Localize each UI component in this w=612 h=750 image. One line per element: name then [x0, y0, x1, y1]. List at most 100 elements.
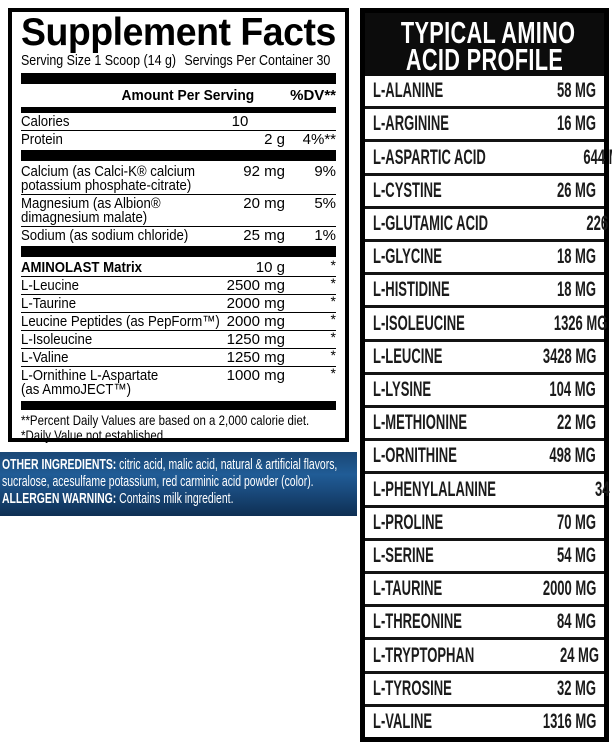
amino-name: L-TAURINE — [373, 577, 443, 601]
fact-label: Protein — [21, 130, 63, 148]
fact-dv: * — [330, 310, 336, 327]
fact-row-magnesium: Magnesium (as Albion® dimagnesium malate… — [21, 194, 336, 226]
amino-name: L-TRYPTOPHAN — [373, 643, 475, 667]
footnote-daily-values: **Percent Daily Values are based on a 2,… — [21, 412, 310, 428]
servings-per-container: Servings Per Container 30 — [184, 52, 331, 69]
amino-row-glycine: L-GLYCINE 18 MG — [365, 239, 604, 272]
allergen-warning-line: ALLERGEN WARNING: Contains milk ingredie… — [2, 491, 357, 508]
fact-amount: 20 mg — [243, 194, 285, 212]
fact-amount: 1250 mg — [226, 330, 285, 348]
other-ingredients-text2: sucralose, acesulfame potassium, red car… — [2, 474, 314, 490]
other-ingredients-box: OTHER INGREDIENTS: citric acid, malic ac… — [0, 452, 357, 516]
fact-amount: 2000 mg — [226, 312, 285, 330]
fact-label-line2: potassium phosphate-citrate) — [21, 176, 192, 194]
fact-amount: 1250 mg — [226, 348, 285, 366]
amino-row-tyrosine: L-TYROSINE 32 MG — [365, 670, 604, 704]
fact-dv: * — [330, 346, 336, 363]
allergen-warning-text: Contains milk ingredient. — [116, 491, 234, 507]
amino-amount: 32 MG — [556, 676, 596, 700]
amino-row-methionine: L-METHIONINE 22 MG — [365, 405, 604, 438]
amino-amount: 1326 MG — [554, 311, 608, 335]
allergen-warning-label: ALLERGEN WARNING: — [2, 491, 117, 507]
amino-row-threonine: L-THREONINE 84 MG — [365, 604, 604, 637]
fact-label-line2: (as AmmoJECT™) — [21, 380, 132, 398]
other-ingredients-line2: sucralose, acesulfame potassium, red car… — [2, 474, 357, 491]
fact-label: Calcium (as Calci-K® calcium — [21, 162, 196, 180]
amino-name: L-ALANINE — [373, 79, 444, 103]
fact-label: L-Isoleucine — [21, 330, 93, 348]
amino-name: L-VALINE — [373, 709, 433, 733]
fact-amount: 10 g — [255, 258, 285, 276]
column-headers: Amount Per Serving %DV** — [21, 88, 336, 104]
fact-dv: * — [330, 274, 336, 291]
fact-label-line2: dimagnesium malate) — [21, 208, 148, 226]
fact-dv: 4%** — [302, 130, 336, 148]
fact-label: L-Leucine — [21, 276, 79, 294]
amino-row-isoleucine: L-ISOLEUCINE 1326 MG — [365, 305, 608, 338]
amino-name: L-LYSINE — [373, 377, 432, 401]
fact-amount: 2000 mg — [226, 294, 285, 312]
fact-row-protein: Protein 2 g 4%** — [21, 130, 336, 148]
amino-name: L-CYSTINE — [373, 178, 442, 202]
fact-amount: 25 mg — [243, 226, 285, 244]
amino-name: L-SERINE — [373, 543, 434, 567]
amino-amount: 34 MG — [595, 477, 612, 501]
fact-dv: * — [330, 328, 336, 345]
fact-row-calcium: Calcium (as Calci-K® calcium potassium p… — [21, 163, 336, 194]
fact-dv: * — [330, 292, 336, 309]
amino-profile-title-line2: ACID PROFILE — [405, 41, 564, 77]
amino-amount: 24 MG — [560, 643, 600, 667]
daily-value-header: %DV** — [290, 87, 336, 104]
footnote-dv-not-established: *Daily Value not established. — [21, 427, 167, 443]
divider-bar — [21, 401, 336, 410]
amino-row-alanine: L-ALANINE 58 MG — [365, 76, 604, 106]
amino-amount: 18 MG — [556, 278, 596, 302]
amino-name: L-HISTIDINE — [373, 278, 450, 302]
amino-amount: 104 MG — [549, 377, 596, 401]
amino-amount: 26 MG — [556, 178, 596, 202]
amino-row-aspartic-acid: L-ASPARTIC ACID 644 MG — [365, 139, 612, 172]
fact-dv: * — [330, 256, 336, 273]
footnotes: **Percent Daily Values are based on a 2,… — [21, 413, 336, 443]
fact-label: Magnesium (as Albion® — [21, 194, 161, 212]
supplement-facts-title: Supplement Facts — [21, 11, 336, 54]
divider-bar — [21, 107, 336, 113]
amino-name: L-LEUCINE — [373, 344, 443, 368]
supplement-facts-title-text: Supplement Facts — [21, 11, 336, 54]
amino-amount: 498 MG — [549, 444, 596, 468]
amino-row-serine: L-SERINE 54 MG — [365, 537, 604, 571]
fact-amount: 10 — [231, 112, 249, 130]
amino-amount: 2000 MG — [542, 577, 596, 601]
other-ingredients-label: OTHER INGREDIENTS: — [2, 457, 117, 473]
amino-amount: 3428 MG — [542, 344, 596, 368]
amino-name: L-ISOLEUCINE — [373, 311, 465, 335]
amino-amount: 1316 MG — [542, 709, 596, 733]
amino-name: L-ORNITHINE — [373, 444, 457, 468]
amino-row-proline: L-PROLINE 70 MG — [365, 504, 604, 538]
amino-row-ornithine: L-ORNITHINE 498 MG — [365, 438, 604, 471]
amino-amount: 644 MG — [583, 145, 612, 169]
amino-profile-title-line1: TYPICAL AMINO — [400, 14, 576, 50]
amino-row-lysine: L-LYSINE 104 MG — [365, 371, 604, 405]
amino-row-valine: L-VALINE 1316 MG — [365, 703, 604, 737]
amino-profile-header: TYPICAL AMINO ACID PROFILE — [365, 13, 604, 76]
amino-name: L-ASPARTIC ACID — [373, 145, 486, 169]
other-ingredients-line1: OTHER INGREDIENTS: citric acid, malic ac… — [2, 457, 357, 474]
fact-amount: 2500 mg — [226, 276, 285, 294]
amino-row-taurine: L-TAURINE 2000 MG — [365, 571, 604, 604]
amino-amount: 18 MG — [556, 245, 596, 269]
amino-row-phenylalanine: L-PHENYLALANINE 34 MG — [365, 471, 612, 504]
amino-amount: 84 MG — [556, 610, 596, 634]
amino-row-leucine: L-LEUCINE 3428 MG — [365, 338, 604, 372]
fact-label: AMINOLAST Matrix — [21, 258, 143, 276]
fact-label: L-Ornithine L-Aspartate — [21, 366, 159, 384]
supplement-facts-panel: Supplement Facts Serving Size 1 Scoop (1… — [8, 8, 349, 443]
fact-row-taurine: L-Taurine 2000 mg * — [21, 294, 336, 312]
amount-per-serving-header: Amount Per Serving — [121, 87, 255, 104]
fact-dv: 5% — [314, 194, 336, 212]
amino-row-glutamic-acid: L-GLUTAMIC ACID 226 MG — [365, 205, 612, 239]
fact-row-sodium: Sodium (as sodium chloride) 25 mg 1% — [21, 226, 336, 244]
fact-dv: 1% — [314, 226, 336, 244]
fact-dv: * — [330, 364, 336, 381]
